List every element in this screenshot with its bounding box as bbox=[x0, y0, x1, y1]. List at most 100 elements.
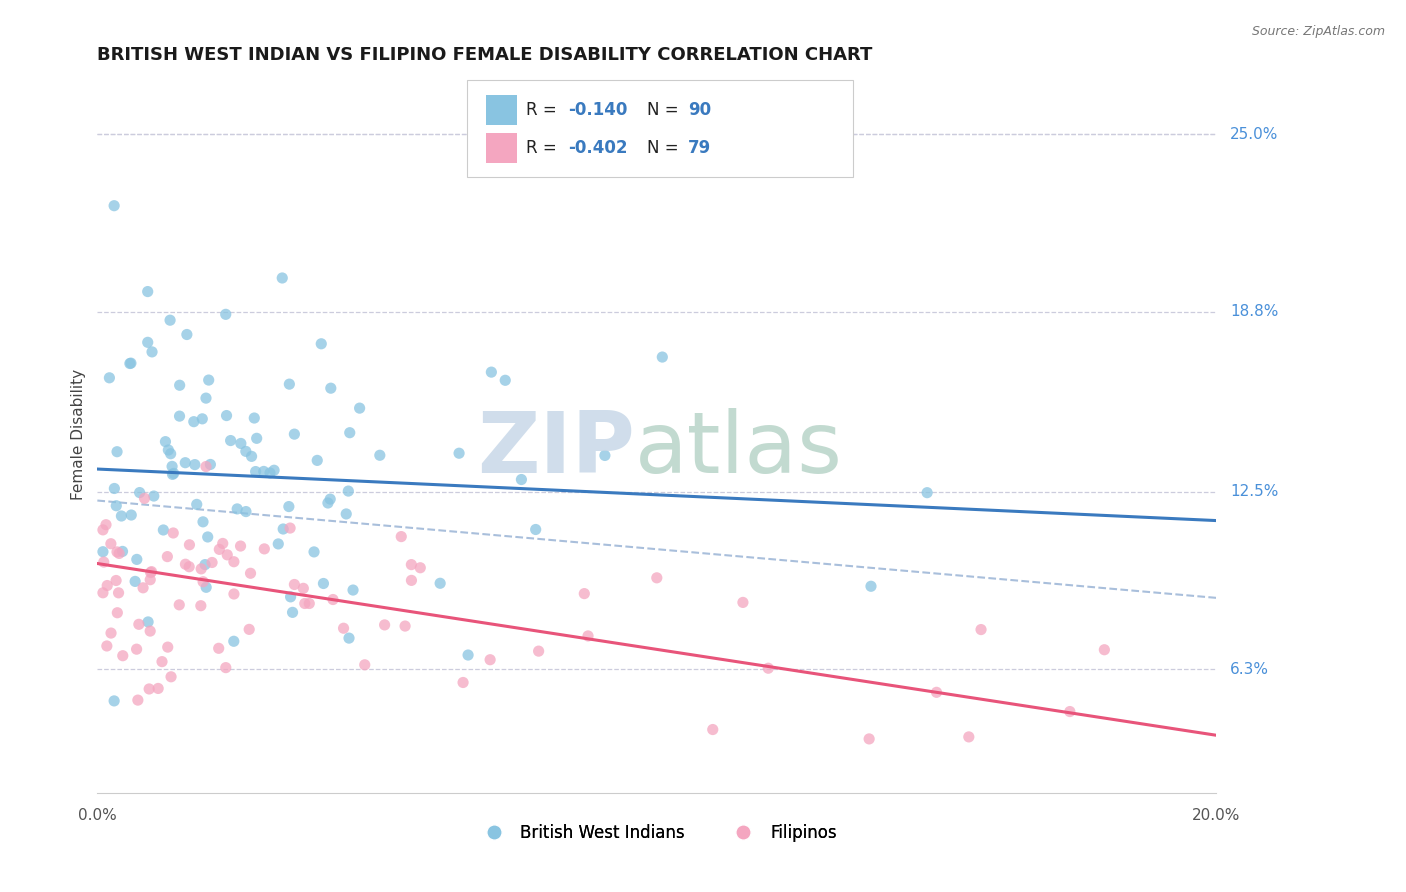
Point bbox=[389, 530, 412, 544]
Point bbox=[859, 579, 882, 593]
Point bbox=[157, 442, 180, 457]
Point bbox=[222, 634, 245, 648]
Point bbox=[103, 199, 125, 213]
Point bbox=[576, 629, 599, 643]
Point bbox=[245, 465, 267, 479]
Point bbox=[292, 582, 315, 596]
Point bbox=[479, 653, 502, 667]
Point bbox=[211, 536, 233, 550]
Point bbox=[253, 465, 276, 479]
Point bbox=[731, 595, 754, 609]
Point bbox=[105, 574, 128, 588]
Text: 90: 90 bbox=[688, 101, 711, 119]
Point bbox=[184, 458, 207, 472]
Point bbox=[239, 566, 262, 581]
Point bbox=[208, 542, 231, 557]
Point bbox=[91, 523, 114, 537]
Text: 25.0%: 25.0% bbox=[1230, 127, 1278, 142]
Point bbox=[524, 523, 547, 537]
Point bbox=[136, 285, 159, 299]
Point bbox=[479, 365, 502, 379]
Point bbox=[111, 648, 134, 663]
Point bbox=[226, 502, 249, 516]
Point bbox=[159, 313, 181, 327]
Point bbox=[215, 660, 238, 674]
Point bbox=[332, 621, 354, 635]
Point bbox=[645, 571, 668, 585]
Point bbox=[337, 484, 360, 499]
Point bbox=[394, 619, 416, 633]
Point bbox=[281, 606, 304, 620]
Point bbox=[527, 644, 550, 658]
Point bbox=[194, 558, 217, 572]
Point bbox=[107, 586, 129, 600]
Text: N =: N = bbox=[647, 139, 683, 157]
Point bbox=[197, 530, 219, 544]
Y-axis label: Female Disability: Female Disability bbox=[72, 369, 86, 500]
Point bbox=[191, 412, 214, 426]
Point bbox=[174, 558, 197, 572]
Point bbox=[449, 446, 471, 460]
Point bbox=[429, 576, 451, 591]
Point bbox=[229, 436, 252, 450]
Point bbox=[277, 500, 299, 514]
Text: -0.402: -0.402 bbox=[568, 139, 628, 157]
Text: ZIP: ZIP bbox=[477, 408, 634, 491]
Point bbox=[319, 492, 342, 507]
Text: atlas: atlas bbox=[634, 408, 842, 491]
Point bbox=[1092, 642, 1115, 657]
Point bbox=[118, 357, 141, 371]
Point bbox=[141, 565, 163, 579]
Point bbox=[319, 381, 342, 395]
Point bbox=[240, 450, 263, 464]
Point bbox=[127, 693, 149, 707]
Point bbox=[141, 344, 163, 359]
Point bbox=[219, 434, 242, 448]
Point bbox=[105, 499, 128, 513]
Point bbox=[970, 623, 993, 637]
Point bbox=[1059, 705, 1081, 719]
Text: 18.8%: 18.8% bbox=[1230, 304, 1278, 319]
Point bbox=[103, 694, 125, 708]
Point bbox=[183, 415, 205, 429]
Point bbox=[215, 307, 238, 321]
Point bbox=[957, 730, 980, 744]
Point bbox=[136, 615, 159, 629]
Text: 6.3%: 6.3% bbox=[1230, 662, 1270, 677]
Point bbox=[298, 597, 321, 611]
Point bbox=[93, 555, 115, 569]
Point bbox=[105, 545, 128, 559]
Point bbox=[510, 473, 533, 487]
Point bbox=[128, 485, 150, 500]
Point bbox=[342, 582, 364, 597]
Point bbox=[176, 327, 198, 342]
Point bbox=[136, 335, 159, 350]
Point bbox=[278, 521, 301, 535]
Point bbox=[139, 573, 162, 587]
Point bbox=[195, 580, 218, 594]
Point bbox=[451, 675, 474, 690]
Text: 12.5%: 12.5% bbox=[1230, 484, 1278, 500]
Point bbox=[160, 670, 183, 684]
Point bbox=[349, 401, 371, 416]
Point bbox=[217, 548, 239, 562]
Point bbox=[94, 517, 117, 532]
Point bbox=[858, 731, 880, 746]
Text: R =: R = bbox=[526, 101, 562, 119]
Point bbox=[179, 559, 201, 574]
Point bbox=[368, 448, 391, 462]
Point bbox=[186, 497, 208, 511]
Point bbox=[278, 377, 301, 392]
Point bbox=[96, 578, 118, 592]
Point bbox=[167, 598, 190, 612]
Point bbox=[190, 599, 212, 613]
Point bbox=[110, 508, 132, 523]
Point bbox=[98, 371, 121, 385]
Point bbox=[243, 411, 266, 425]
Point bbox=[294, 597, 316, 611]
Point bbox=[120, 508, 142, 522]
Point bbox=[134, 491, 156, 506]
Point bbox=[756, 661, 779, 675]
Point bbox=[302, 545, 325, 559]
Point bbox=[195, 459, 218, 474]
